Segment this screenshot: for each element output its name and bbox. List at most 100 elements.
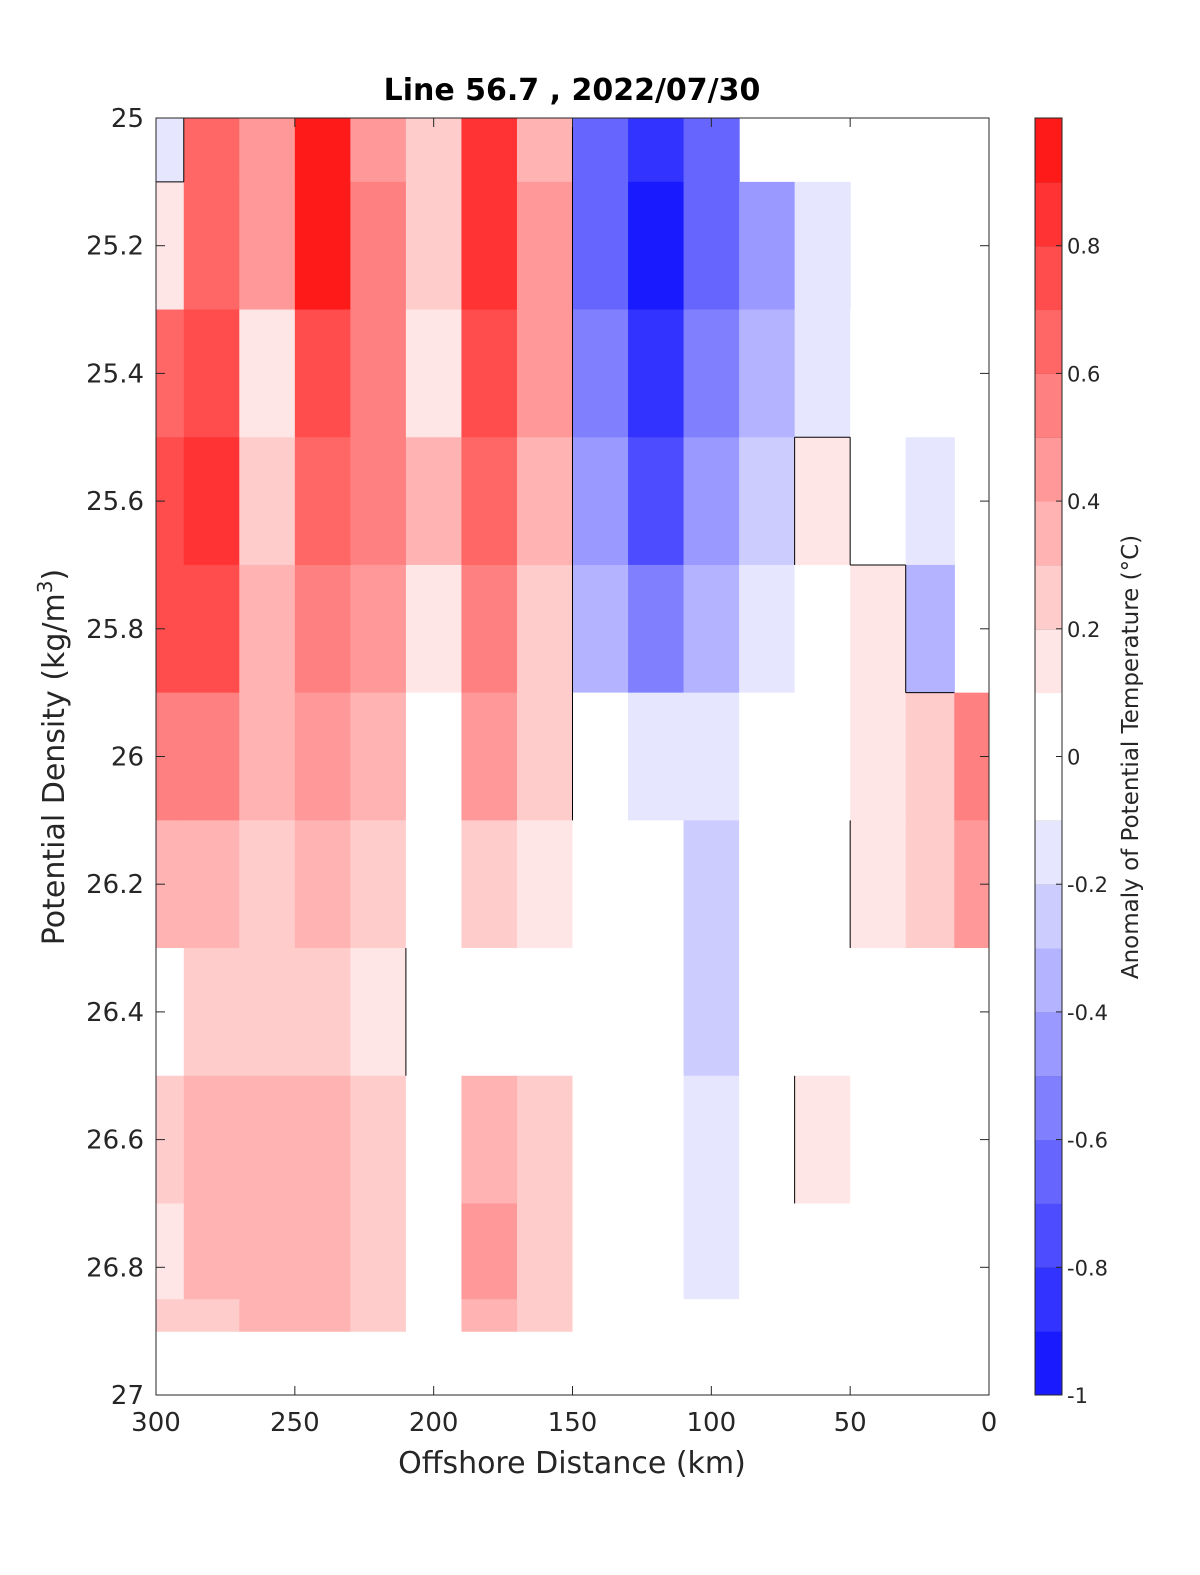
x-axis: 300 250 200 150 100 50 0	[131, 118, 997, 1438]
heatmap-cell	[628, 1299, 685, 1332]
colorbar-band	[1035, 309, 1062, 374]
heatmap-cell	[239, 437, 296, 566]
heatmap-cell	[294, 437, 351, 566]
colorbar-tick-label: -0.8	[1067, 1256, 1108, 1280]
heatmap-cell	[572, 1203, 629, 1300]
heatmap-cell	[572, 820, 629, 949]
heatmap-cell	[683, 1075, 740, 1205]
heatmap-cell	[628, 309, 685, 438]
y-axis-title: Potential Density (kg/m3)	[33, 569, 72, 945]
heatmap-cell	[183, 1203, 240, 1300]
x-tick-label: 0	[981, 1408, 998, 1438]
heatmap-cell	[572, 1299, 629, 1332]
heatmap-cell	[294, 1075, 351, 1205]
y-axis: 25 25.2 25.4 25.6 25.8 26 26.2 26.4 26.6 26.8 27	[86, 104, 989, 1411]
colorbar-bands	[1035, 117, 1062, 1396]
heatmap-cell	[628, 1203, 685, 1300]
y-tick-label: 26.8	[86, 1253, 144, 1283]
heatmap-cell	[183, 820, 240, 949]
heatmap-cell	[905, 437, 955, 566]
chart-title: Line 56.7 , 2022/07/30	[384, 73, 761, 108]
heatmap-cell	[572, 692, 629, 821]
heatmap-cell	[183, 1075, 240, 1205]
heatmap-cell	[405, 1299, 463, 1332]
heatmap-cell	[183, 948, 240, 1077]
y-axis-title-close: )	[37, 569, 72, 581]
heatmap-cell	[183, 692, 240, 821]
heatmap-cell	[350, 948, 407, 1077]
y-tick-label: 26	[111, 743, 144, 773]
colorbar-tick-label: 0.8	[1067, 235, 1100, 259]
heatmap-cell	[461, 820, 518, 949]
colorbar-band	[1035, 181, 1062, 247]
heatmap-cell	[683, 1299, 740, 1332]
heatmap-cell	[794, 1075, 851, 1205]
colorbar-band	[1035, 1139, 1062, 1204]
colorbar-tick-label: -0.6	[1067, 1129, 1108, 1153]
heatmap-cell	[954, 1299, 989, 1332]
heatmap-cell	[350, 692, 407, 821]
heatmap-cell	[628, 118, 685, 183]
heatmap-cell	[739, 1299, 796, 1332]
heatmap-cell	[350, 1299, 407, 1332]
heatmap-cell	[294, 1299, 351, 1332]
heatmap-cell	[850, 1075, 907, 1205]
heatmap-cell	[516, 1075, 574, 1205]
heatmap-cell	[239, 1299, 296, 1332]
colorbar-band	[1035, 1267, 1062, 1332]
colorbar-ticks: 0.8 0.6 0.4 0.2 0 -0.2 -0.4 -0.6 -0.8 -1	[1056, 235, 1108, 1408]
heatmap-cell	[850, 1203, 907, 1300]
x-tick-label: 250	[270, 1408, 320, 1438]
heatmap-cell	[156, 1299, 185, 1332]
heatmap-cell	[794, 948, 851, 1077]
heatmap-cell	[572, 564, 629, 694]
heatmap-cell	[405, 437, 463, 566]
heatmap-cell	[850, 948, 907, 1077]
heatmap-cell	[294, 948, 351, 1077]
heatmap-cell	[239, 118, 296, 183]
heatmap-cell	[794, 309, 851, 438]
heatmap-cell	[405, 181, 463, 311]
heatmap-cell	[739, 1075, 796, 1205]
heatmap-cell	[572, 118, 629, 183]
heatmap-cell	[516, 820, 574, 949]
heatmap-cell	[683, 948, 740, 1077]
colorbar-band	[1035, 1075, 1062, 1141]
heatmap-cell	[572, 437, 629, 566]
heatmap-cell	[350, 1203, 407, 1300]
colorbar: 0.8 0.6 0.4 0.2 0 -0.2 -0.4 -0.6 -0.8 -1	[1034, 117, 1108, 1408]
heatmap-cell	[954, 1203, 989, 1300]
x-tick-label: 300	[131, 1408, 181, 1438]
heatmap-cell	[794, 692, 851, 821]
heatmap-cell	[794, 1203, 851, 1300]
y-axis-title-superscript: 3	[33, 580, 57, 593]
heatmap-cell	[739, 820, 796, 949]
heatmap-cell	[794, 181, 851, 311]
heatmap-cell	[683, 118, 740, 183]
heatmap-cell	[294, 118, 351, 183]
heatmap-cell	[794, 820, 851, 949]
heatmap-cell	[516, 948, 574, 1077]
y-tick-label: 27	[111, 1381, 144, 1411]
heatmap-cell	[516, 181, 574, 311]
heatmap-cell	[350, 564, 407, 694]
heatmap-cell	[739, 181, 796, 311]
heatmap-cell	[628, 820, 685, 949]
colorbar-band	[1035, 373, 1062, 438]
zero-contour-lines	[156, 118, 955, 1204]
x-tick-label: 200	[409, 1408, 459, 1438]
heatmap-cell	[350, 1075, 407, 1205]
heatmap-cell	[461, 948, 518, 1077]
heatmap-cell	[294, 1203, 351, 1300]
heatmap-cell	[405, 692, 463, 821]
heatmap-cell	[516, 118, 574, 183]
heatmap-cell	[350, 437, 407, 566]
heatmap-cell	[405, 948, 463, 1077]
heatmap-cell	[239, 692, 296, 821]
heatmap-cell	[905, 564, 955, 694]
y-tick-label: 26.4	[86, 998, 144, 1028]
heatmap-cell	[183, 437, 240, 566]
heatmap-cell	[572, 181, 629, 311]
heatmap-cell	[628, 1075, 685, 1205]
